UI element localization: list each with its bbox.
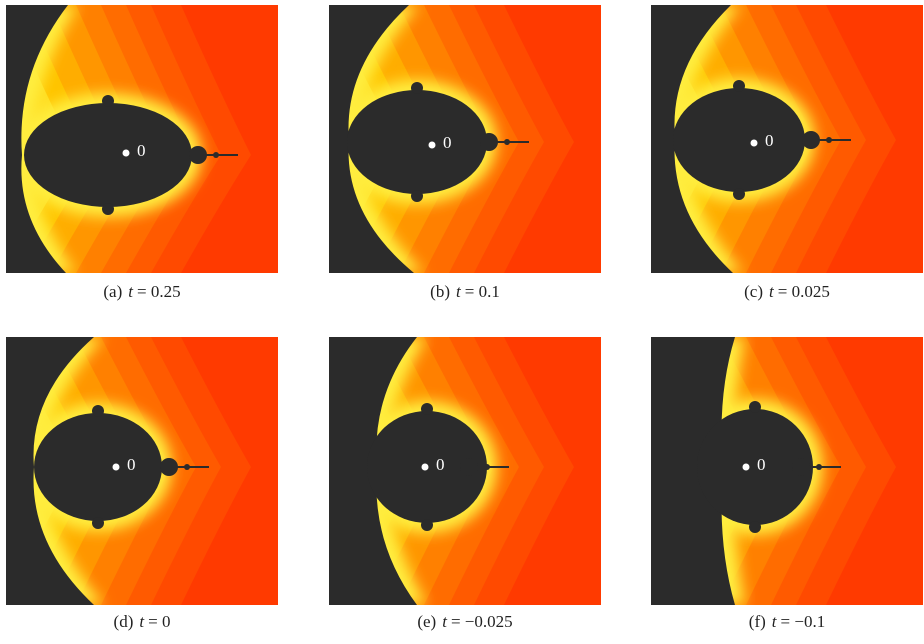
point-label: 0 [757, 455, 766, 474]
point-label: 0 [137, 141, 146, 160]
origin-dot [422, 464, 429, 471]
bulb [102, 95, 114, 107]
main-cardioid [24, 103, 192, 207]
fractal-image [329, 337, 601, 605]
caption: (d) t= 0 [114, 612, 171, 631]
caption-variable: t [128, 282, 134, 301]
bulb [92, 517, 104, 529]
caption: (b) t= 0.1 [430, 282, 500, 301]
panel: 0 [6, 5, 278, 273]
fractal-image [651, 5, 923, 273]
minibrot [826, 137, 832, 143]
bulb [411, 190, 423, 202]
caption-tag: (a) [103, 282, 122, 301]
caption: (f) t= −0.1 [749, 612, 825, 631]
caption-relation: = 0.25 [137, 282, 181, 301]
caption-variable: t [139, 612, 145, 631]
bulb [102, 203, 114, 215]
minibrot [504, 139, 510, 145]
bulb [92, 405, 104, 417]
figure: 0(a)t= 0.250(b)t= 0.10(c)t= 0.0250(d)t= … [0, 0, 924, 644]
origin-dot [429, 142, 436, 149]
caption-relation: = −0.1 [781, 612, 826, 631]
caption-tag: (e) [417, 612, 436, 631]
bulb [421, 403, 433, 415]
caption: (c) t= 0.025 [744, 282, 830, 301]
minibrot [816, 464, 822, 470]
main-cardioid [673, 88, 805, 192]
minibrot [184, 464, 190, 470]
point-label: 0 [127, 455, 136, 474]
fractal-image [651, 337, 923, 605]
caption-tag: (c) [744, 282, 763, 301]
caption: (e) t= −0.025 [417, 612, 512, 631]
caption-variable: t [769, 282, 775, 301]
caption-variable: t [456, 282, 462, 301]
bulb [421, 519, 433, 531]
caption: (a) t= 0.25 [103, 282, 180, 301]
origin-dot [123, 150, 130, 157]
fractal-image [6, 337, 278, 605]
panel: 0 [329, 337, 601, 605]
bulb [733, 188, 745, 200]
caption-tag: (b) [430, 282, 450, 301]
main-cardioid [347, 90, 487, 194]
minibrot [484, 464, 490, 470]
bulb [749, 521, 761, 533]
panel: 0 [651, 337, 923, 605]
caption-relation: = 0 [148, 612, 170, 631]
bulb [733, 80, 745, 92]
main-cardioid [34, 413, 162, 521]
panel: 0 [6, 337, 278, 605]
point-label: 0 [765, 131, 774, 150]
caption-relation: = 0.025 [778, 282, 830, 301]
origin-dot [113, 464, 120, 471]
fractal-image [329, 5, 601, 273]
fractal-image [6, 5, 278, 273]
point-label: 0 [443, 133, 452, 152]
point-label: 0 [436, 455, 445, 474]
caption-variable: t [772, 612, 778, 631]
caption-tag: (f) [749, 612, 766, 631]
caption-relation: = 0.1 [465, 282, 500, 301]
bulb [749, 401, 761, 413]
bulb [411, 82, 423, 94]
panel: 0 [329, 5, 601, 273]
caption-variable: t [442, 612, 448, 631]
origin-dot [743, 464, 750, 471]
caption-relation: = −0.025 [451, 612, 513, 631]
caption-tag: (d) [114, 612, 134, 631]
panel: 0 [651, 5, 923, 273]
origin-dot [751, 140, 758, 147]
minibrot [213, 152, 219, 158]
